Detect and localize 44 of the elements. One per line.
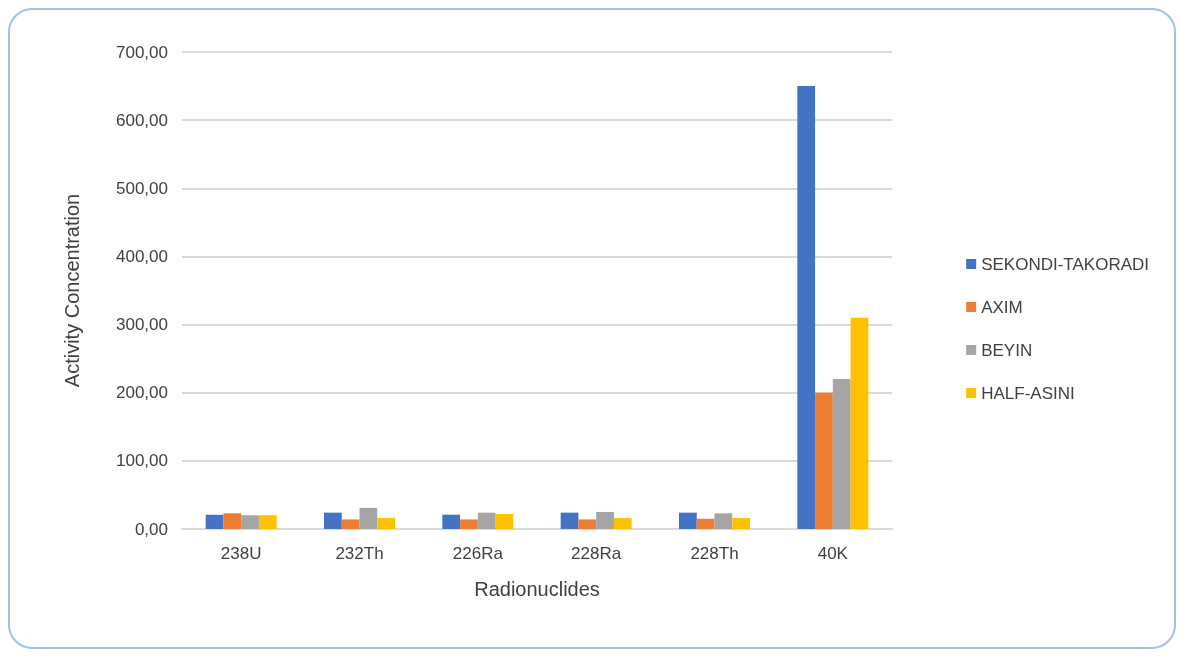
- y-tick-label: 400,00: [116, 246, 168, 266]
- bar: [241, 515, 259, 529]
- bar: [850, 317, 869, 529]
- bar: [696, 518, 715, 529]
- legend-label: SEKONDI-TAKORADI: [981, 254, 1150, 274]
- bar: [258, 515, 277, 529]
- bar: [560, 512, 579, 529]
- bar: [679, 512, 697, 529]
- y-tick-label: 700,00: [116, 42, 168, 62]
- bar: [797, 86, 816, 529]
- x-tick-label: 228Ra: [571, 544, 622, 563]
- x-tick-label: 232Th: [335, 544, 384, 563]
- bar: [714, 513, 733, 529]
- bar: [477, 512, 496, 529]
- bar: [732, 518, 750, 529]
- bar: [223, 513, 242, 529]
- bar: [442, 514, 461, 529]
- bar: [460, 519, 478, 529]
- x-tick-label: 226Ra: [452, 544, 504, 563]
- y-tick-label: 600,00: [116, 110, 168, 130]
- bar: [596, 511, 614, 529]
- y-tick-label: 200,00: [116, 383, 168, 403]
- bar: [324, 512, 342, 529]
- y-axis-title: Activity Concentration: [61, 193, 83, 388]
- legend-label: HALF-ASINI: [981, 383, 1075, 403]
- bar: [341, 519, 360, 529]
- bar: [359, 507, 378, 529]
- x-tick-label: 238U: [220, 544, 262, 563]
- bar: [578, 519, 597, 529]
- legend-label: AXIM: [981, 297, 1023, 317]
- x-tick-label: 228Th: [690, 544, 739, 563]
- x-axis-title: Radionuclides: [474, 578, 600, 600]
- legend-label: BEYIN: [981, 340, 1033, 360]
- bar: [832, 379, 851, 529]
- x-tick-label: 40K: [817, 544, 849, 563]
- bar: [613, 518, 632, 529]
- y-tick-label: 500,00: [116, 178, 168, 198]
- bar: [205, 514, 224, 529]
- y-tick-label: 100,00: [116, 451, 168, 471]
- y-tick-label: 0,00: [134, 519, 168, 539]
- bar: [377, 518, 395, 529]
- bar: [815, 392, 833, 529]
- y-tick-label: 300,00: [116, 315, 168, 335]
- bar: [495, 514, 514, 529]
